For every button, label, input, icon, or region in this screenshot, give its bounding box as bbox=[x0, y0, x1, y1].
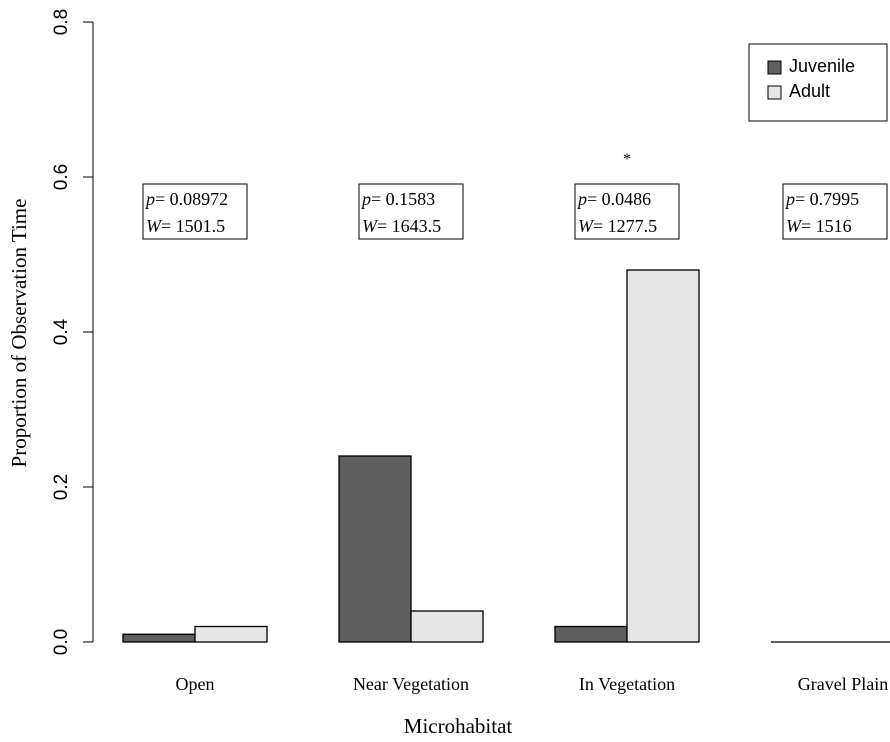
y-tick-label: 0.6 bbox=[51, 164, 72, 190]
p-value-text: p= 0.1583 bbox=[360, 189, 435, 209]
y-tick-label: 0.8 bbox=[51, 9, 72, 35]
legend-label-adult: Adult bbox=[789, 81, 830, 101]
legend-label-juvenile: Juvenile bbox=[789, 56, 855, 76]
stat-box bbox=[142, 183, 248, 240]
p-value-text: p= 0.0486 bbox=[576, 189, 651, 209]
stat-box bbox=[574, 183, 680, 240]
bars bbox=[122, 269, 890, 643]
stat-box bbox=[358, 183, 464, 240]
stat-annotations: p= 0.08972 W= 1501.5 p= 0.1583 W= 1643.5 p= … bbox=[142, 151, 888, 240]
w-statistic-text: W= 1643.5 bbox=[362, 216, 441, 236]
bar-juvenile bbox=[554, 625, 628, 643]
y-axis: 0.0 0.2 0.4 0.6 0.8 bbox=[51, 9, 94, 655]
p-value-text: p= 0.08972 bbox=[144, 189, 228, 209]
w-statistic-text: W= 1516 bbox=[786, 216, 852, 236]
x-tick-label: Open bbox=[176, 674, 215, 694]
legend: Juvenile Adult bbox=[748, 43, 888, 122]
y-axis-label: Proportion of Observation Time bbox=[7, 199, 31, 468]
x-tick-label: In Vegetation bbox=[579, 674, 675, 694]
w-statistic-text: W= 1277.5 bbox=[578, 216, 657, 236]
y-tick-label: 0.0 bbox=[51, 629, 72, 655]
y-tick-label: 0.4 bbox=[51, 318, 72, 345]
x-axis-label: Microhabitat bbox=[404, 714, 513, 738]
legend-swatch-adult bbox=[767, 85, 782, 100]
x-tick-label: Near Vegetation bbox=[353, 674, 469, 694]
w-statistic-text: W= 1501.5 bbox=[146, 216, 225, 236]
p-value-text: p= 0.7995 bbox=[784, 189, 859, 209]
x-tick-labels: Open Near Vegetation In Vegetation Gravel P… bbox=[176, 674, 889, 694]
bar-adult bbox=[410, 610, 484, 643]
bar-juvenile bbox=[122, 633, 196, 643]
x-tick-label: Gravel Plain bbox=[798, 674, 888, 694]
bar-adult bbox=[194, 625, 268, 643]
significance-marker: * bbox=[623, 151, 631, 168]
stat-box bbox=[782, 183, 888, 240]
legend-swatch-juvenile bbox=[767, 60, 782, 75]
legend-box bbox=[748, 43, 888, 122]
bar-juvenile bbox=[338, 455, 412, 643]
y-tick-label: 0.2 bbox=[51, 474, 72, 500]
bar-adult bbox=[626, 269, 700, 643]
